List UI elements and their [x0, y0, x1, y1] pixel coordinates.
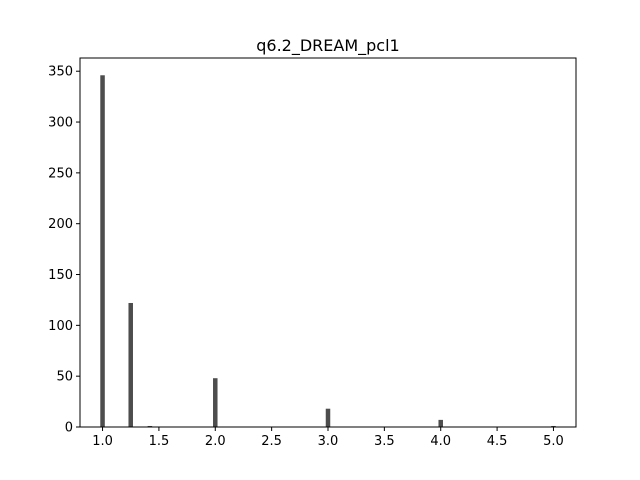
y-tick-label: 100: [48, 319, 73, 334]
y-tick-label: 350: [48, 65, 73, 80]
y-tick-label: 50: [56, 370, 73, 385]
chart-title: q6.2_DREAM_pcl1: [256, 36, 399, 56]
bar-2: [147, 425, 153, 427]
x-tick-label: 3.5: [374, 434, 395, 449]
x-tick-label: 5.0: [543, 434, 564, 449]
bar-3: [213, 378, 218, 427]
x-tick-label: 1.5: [149, 434, 170, 449]
bar-0: [100, 75, 105, 427]
x-tick-label: 4.5: [487, 434, 508, 449]
y-tick-label: 250: [48, 166, 73, 181]
bar-6: [551, 425, 556, 427]
y-tick-label: 300: [48, 116, 73, 131]
x-tick-label: 3.0: [318, 434, 339, 449]
y-axis-ticks: 0 50 100 150 200 250 300 350: [48, 65, 80, 436]
x-tick-label: 2.5: [261, 434, 282, 449]
plot-frame: [79, 57, 577, 428]
x-tick-label: 1.0: [92, 434, 113, 449]
bar-4: [325, 408, 331, 427]
y-tick-label: 200: [48, 217, 73, 232]
x-tick-label: 2.0: [205, 434, 226, 449]
x-axis-ticks: 1.0 1.5 2.0 2.5 3.0 3.5 4.0 4.5 5.0: [92, 427, 564, 449]
x-tick-label: 4.0: [430, 434, 451, 449]
bar-5: [438, 419, 443, 427]
y-tick-label: 0: [65, 421, 73, 436]
y-tick-label: 150: [48, 268, 73, 283]
bars-group: [100, 75, 556, 427]
bar-1: [128, 302, 133, 427]
